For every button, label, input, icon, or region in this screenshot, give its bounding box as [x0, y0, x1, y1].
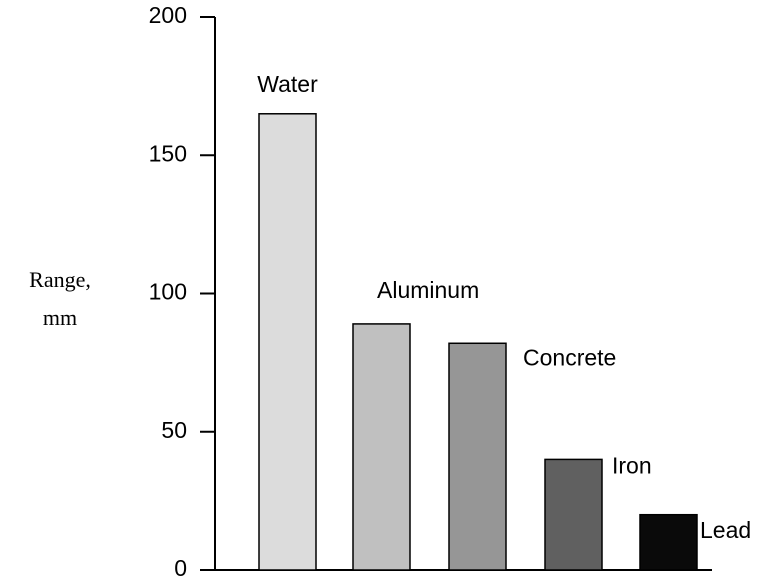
bar — [544, 458, 603, 571]
bar — [639, 513, 698, 571]
y-tick-label: 200 — [149, 2, 187, 28]
y-axis-label: mm — [43, 305, 77, 330]
bar-label: Concrete — [523, 344, 616, 370]
y-tick-label: 0 — [174, 555, 187, 576]
y-tick-label: 150 — [149, 140, 187, 166]
bar-label: Iron — [612, 452, 652, 478]
y-tick-label: 50 — [161, 417, 187, 443]
y-tick-label: 100 — [149, 279, 187, 305]
bar-label: Water — [257, 71, 318, 97]
y-axis-label: Range, — [29, 267, 91, 292]
bar — [448, 342, 507, 571]
bar-label: Lead — [700, 517, 751, 543]
bar — [258, 113, 317, 571]
bar — [352, 323, 411, 571]
bar-label: Aluminum — [377, 277, 479, 303]
